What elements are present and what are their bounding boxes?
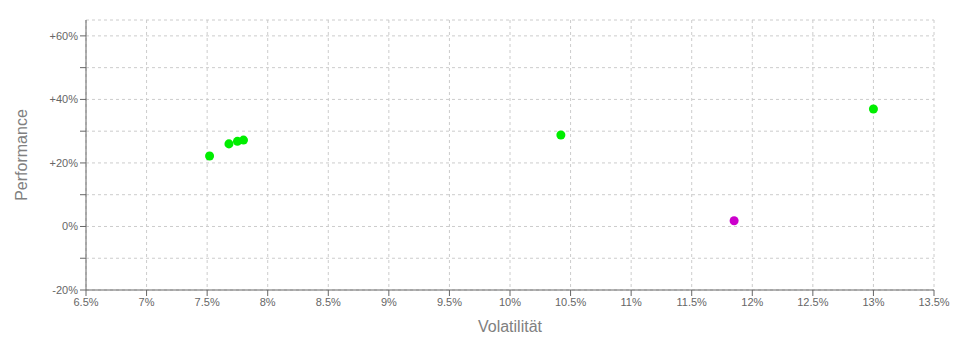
svg-text:+60%: +60% <box>50 30 79 42</box>
svg-text:Performance: Performance <box>13 109 30 201</box>
svg-text:9%: 9% <box>381 296 397 308</box>
svg-text:13%: 13% <box>862 296 884 308</box>
svg-text:12.5%: 12.5% <box>797 296 828 308</box>
svg-text:12%: 12% <box>741 296 763 308</box>
svg-text:+20%: +20% <box>50 157 79 169</box>
svg-text:7.5%: 7.5% <box>195 296 220 308</box>
svg-text:6.5%: 6.5% <box>73 296 98 308</box>
svg-text:+40%: +40% <box>50 93 79 105</box>
svg-text:8%: 8% <box>260 296 276 308</box>
svg-text:13.5%: 13.5% <box>918 296 949 308</box>
svg-text:-20%: -20% <box>52 284 78 296</box>
svg-text:0%: 0% <box>62 220 78 232</box>
svg-text:8.5%: 8.5% <box>316 296 341 308</box>
svg-text:10%: 10% <box>499 296 521 308</box>
svg-text:9.5%: 9.5% <box>437 296 462 308</box>
svg-text:11.5%: 11.5% <box>677 296 708 308</box>
svg-text:11%: 11% <box>621 296 642 308</box>
svg-text:7%: 7% <box>139 296 155 308</box>
svg-text:10.5%: 10.5% <box>555 296 586 308</box>
svg-text:Volatilität: Volatilität <box>478 318 543 335</box>
